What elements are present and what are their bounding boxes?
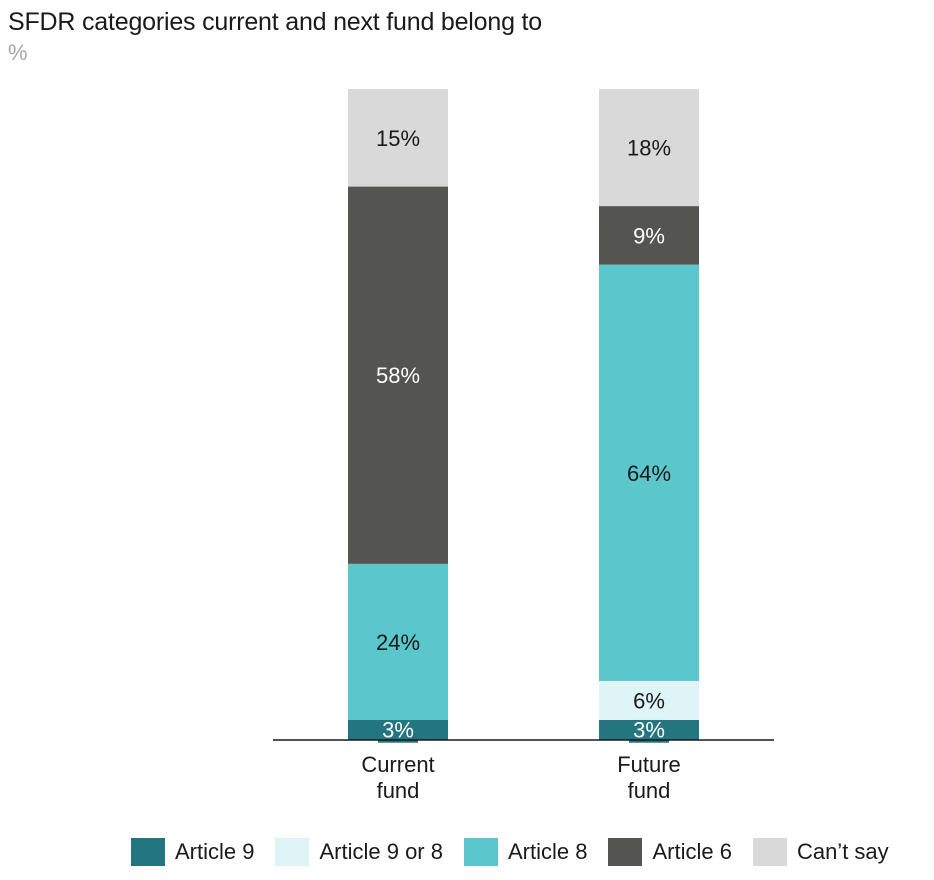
bar-segment-can-t-say-2: [599, 89, 699, 207]
legend-label-article-6: Article 6: [652, 839, 732, 864]
category-label-1: Current fund: [361, 752, 434, 803]
legend-label-article-9: Article 9: [175, 839, 255, 864]
legend-item-article-6: Article 6: [608, 838, 732, 866]
bar-segment-article-6-2: [599, 206, 699, 265]
data-label-article-8-1: 24%: [376, 630, 420, 655]
bar-segment-article-8-1: [348, 563, 448, 720]
chart-title: SFDR categories current and next fund be…: [8, 8, 542, 36]
data-label-article-6-1: 58%: [376, 363, 420, 388]
chart-legend: Article 9 Article 9 or 8 Article 8 Article …: [131, 838, 910, 866]
data-label-article-9-2: 3%: [633, 718, 665, 743]
legend-swatch-article-9-or-8: [275, 838, 310, 866]
bar-segment-article-8-2: [599, 264, 699, 681]
legend-swatch-article-6: [608, 838, 643, 866]
chart-subtitle: %: [8, 40, 28, 65]
legend-item-can-t-say: Can’t say: [752, 838, 889, 866]
legend-swatch-article-9: [131, 838, 165, 866]
legend-swatch-article-8: [463, 838, 498, 866]
legend-item-article-8: Article 8: [463, 838, 588, 866]
data-label-article-6-2: 9%: [633, 223, 665, 248]
legend-label-article-8: Article 8: [507, 839, 588, 864]
bar-segment-can-t-say-1: [348, 89, 448, 187]
data-label-badge-article-9-1: [378, 716, 418, 743]
legend-swatch-can-t-say: [752, 838, 787, 866]
data-label-can-t-say-1: 15%: [376, 126, 420, 151]
data-label-article-9-1: 3%: [382, 718, 414, 743]
legend-item-article-9: Article 9: [131, 838, 254, 866]
legend-item-article-9-or-8: Article 9 or 8: [275, 838, 443, 866]
legend-label-can-t-say: Can’t say: [796, 839, 889, 864]
bar-segment-article-6-1: [348, 186, 448, 564]
bar-segment-article-9-or-8-2: [599, 680, 699, 720]
legend-label-article-9-or-8: Article 9 or 8: [319, 839, 443, 864]
data-label-article-9-or-8-2: 6%: [633, 688, 665, 713]
category-label-2: Future fund: [617, 752, 681, 803]
data-label-badge-article-9-2: [629, 716, 669, 743]
data-label-can-t-say-2: 18%: [627, 136, 671, 161]
data-label-article-8-2: 64%: [627, 461, 671, 486]
stacked-bar-chart: 3% 24% 58% 15% Current fund 3% 6% 64% 9% 18% Future…: [273, 89, 774, 803]
